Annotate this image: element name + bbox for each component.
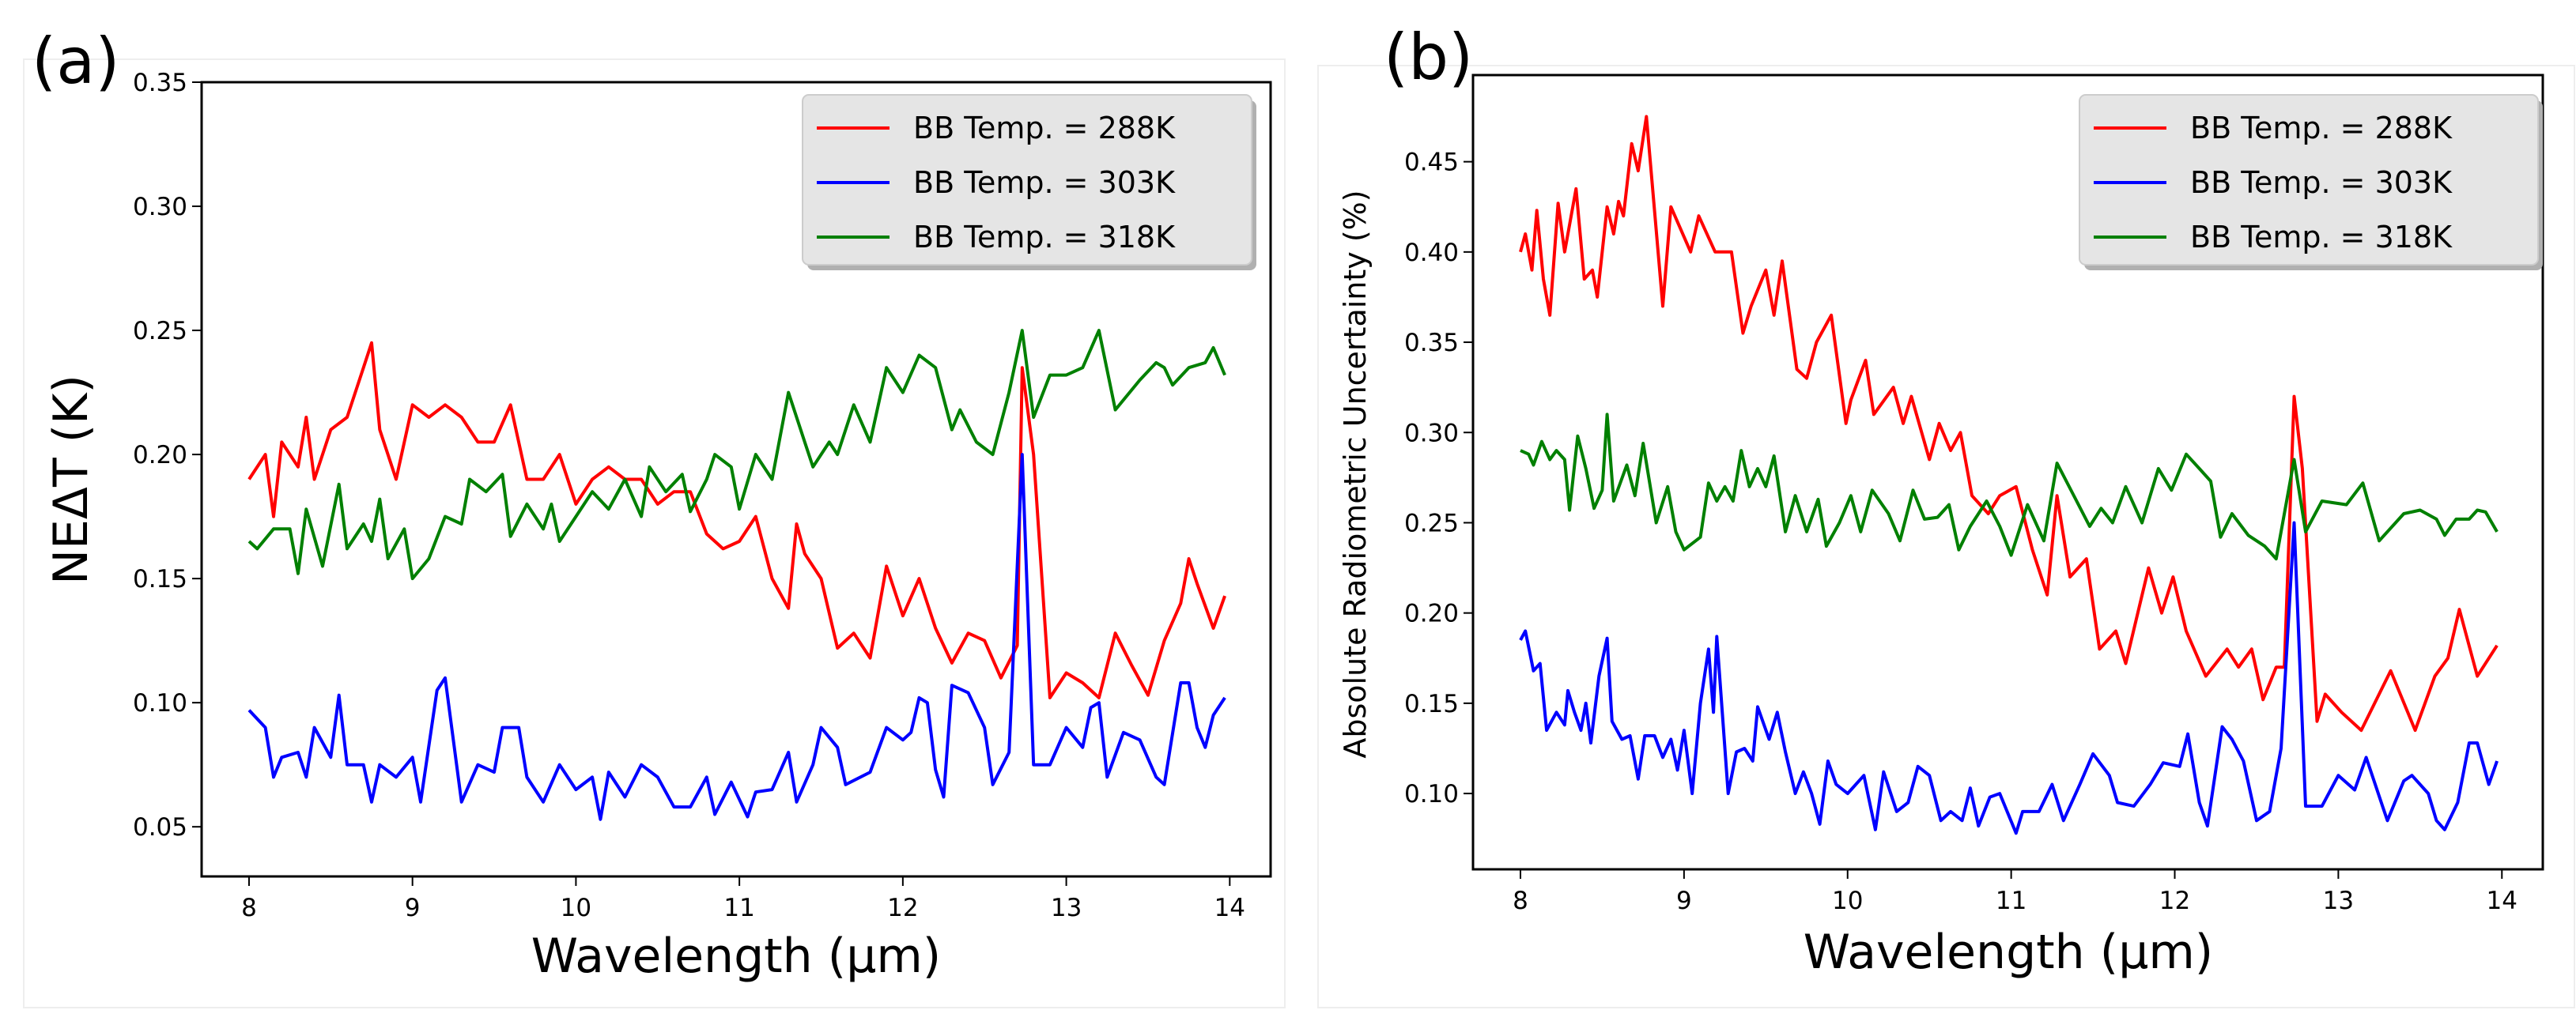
legend-box [2079,94,2539,266]
x-tick-label: 9 [405,894,421,922]
y-tick-label: 0.40 [1404,239,1459,267]
x-tick-label: 10 [561,894,591,922]
x-tick-label: 10 [1832,887,1863,915]
x-tick-label: 11 [1996,887,2026,915]
y-tick-label: 0.10 [133,689,187,718]
y-tick-label: 0.20 [1404,600,1459,628]
x-tick-label: 13 [2323,887,2354,915]
panel-b-label: (b) [1384,21,1473,94]
series-line-303k [247,453,1226,821]
x-tick-label: 9 [1676,887,1692,915]
panel-a-label: (a) [32,24,119,98]
y-tick-label: 0.35 [133,69,187,97]
y-tick-label: 0.25 [1404,509,1459,537]
x-tick-label: 11 [723,894,754,922]
legend-label: BB Temp. = 318K [2190,220,2453,254]
series-line-288k [247,341,1226,699]
x-tick-label: 14 [2487,887,2517,915]
x-tick-label: 14 [1214,894,1245,922]
plot-frame [200,81,1272,878]
y-axis-label-b: Absolute Radiometric Uncertainty (%) [1338,190,1373,758]
y-tick-label: 0.30 [133,193,187,221]
y-axis-label-a: NEΔT (K) [43,375,99,585]
series-line-303k [1519,521,2499,835]
legend: BB Temp. = 288K BB Temp. = 303K BB Temp. =… [802,94,1256,270]
series-line-318k [1520,413,2499,561]
x-tick-label: 12 [2159,887,2190,915]
series-line-318k [247,329,1226,581]
x-tick-label: 8 [1513,887,1528,915]
panel-b: (b) 8 9 10 11 12 13 14 0.10 0.15 0.20 0.25 0.30 0.35… [1317,21,2575,1008]
legend-label: BB Temp. = 318K [913,220,1176,254]
x-axis-label-b: Wavelength (μm) [1804,925,2213,980]
y-tick-label: 0.45 [1404,149,1459,177]
y-tick-label: 0.15 [1404,690,1459,718]
series-line-288k [1519,115,2499,733]
y-tick-label: 0.25 [133,317,187,345]
x-tick-label: 8 [241,894,257,922]
legend-label: BB Temp. = 288K [913,111,1176,145]
legend-box [802,94,1252,266]
legend-label: BB Temp. = 303K [913,165,1176,200]
y-tick-label: 0.35 [1404,329,1459,357]
legend: BB Temp. = 288K BB Temp. = 303K BB Temp. =… [2079,94,2543,270]
y-tick-label: 0.20 [133,441,187,469]
x-axis-label-a: Wavelength (μm) [531,929,941,984]
legend-label: BB Temp. = 288K [2190,111,2453,145]
plot-frame [1471,73,2544,871]
y-tick-label: 0.15 [133,565,187,594]
legend-label: BB Temp. = 303K [2190,165,2453,200]
panel-a: (a) 8 9 10 11 12 13 14 0.05 0.10 0.15 0.20 0.25 0.30… [23,24,1286,1008]
x-tick-label: 12 [887,894,918,922]
y-tick-label: 0.05 [133,813,187,842]
y-tick-label: 0.10 [1404,780,1459,808]
y-tick-label: 0.30 [1404,419,1459,447]
x-tick-label: 13 [1051,894,1082,922]
